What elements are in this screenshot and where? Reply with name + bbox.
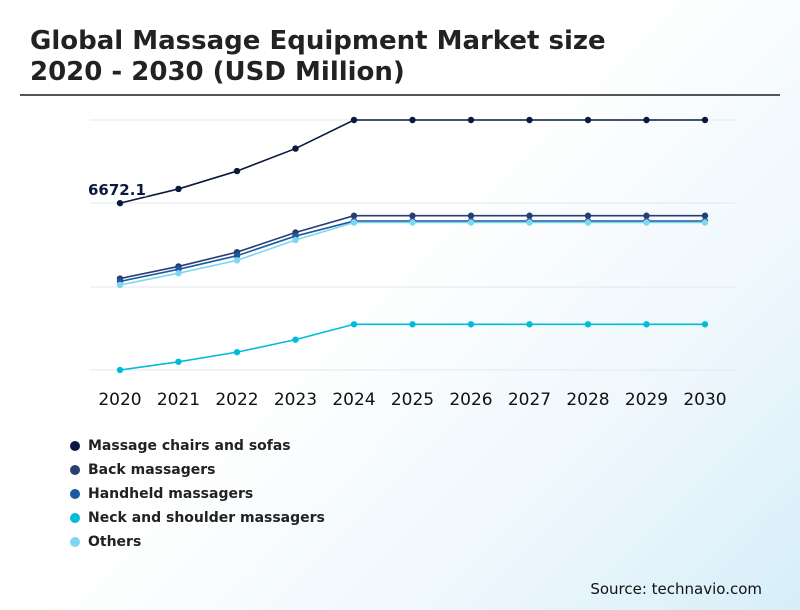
data-point <box>350 116 358 124</box>
data-point <box>409 321 416 328</box>
chart-title-line2: 2020 - 2030 (USD Million) <box>30 57 405 87</box>
data-point <box>643 321 650 328</box>
data-point <box>467 219 475 226</box>
data-point <box>175 358 182 365</box>
data-point <box>701 321 709 328</box>
source-label: Source: technavio.com <box>590 580 762 598</box>
legend-marker <box>70 441 80 451</box>
legend-item: Handheld massagers <box>70 482 325 506</box>
legend-item: Neck and shoulder massagers <box>70 506 325 530</box>
data-point <box>643 212 650 219</box>
legend-label: Massage chairs and sofas <box>88 438 291 454</box>
legend-label: Neck and shoulder massagers <box>88 510 325 526</box>
data-point <box>526 116 533 124</box>
series-line <box>119 119 705 204</box>
legend-label: Others <box>88 534 142 550</box>
data-point <box>233 252 241 259</box>
data-point <box>409 219 416 226</box>
data-point <box>350 219 358 226</box>
legend-item: Massage chairs and sofas <box>70 434 325 458</box>
x-tick-label: 2028 <box>566 390 609 410</box>
data-point <box>584 321 592 328</box>
data-point <box>175 185 182 193</box>
legend-marker <box>70 465 80 475</box>
data-point <box>233 348 241 356</box>
legend-marker <box>70 537 80 547</box>
data-point <box>467 321 475 328</box>
data-point <box>584 116 592 124</box>
line-chart: 2020 2021 2022 2023 2024 2025 2026 2027 2028 2029… <box>87 116 735 410</box>
legend-item: Back massagers <box>70 458 325 482</box>
chart-title: Global Massage Equipment Market size 202… <box>30 26 770 88</box>
x-tick-label: 2025 <box>391 390 434 410</box>
legend-item: Others <box>70 530 325 554</box>
data-point <box>233 167 241 175</box>
data-point <box>409 212 416 219</box>
data-point <box>701 212 709 219</box>
x-tick-label: 2021 <box>157 390 200 410</box>
data-point <box>292 236 299 244</box>
data-point <box>350 321 358 328</box>
data-point <box>526 219 533 226</box>
data-point <box>467 116 475 124</box>
x-tick-label: 2030 <box>683 390 726 410</box>
data-point <box>116 281 124 289</box>
series-line <box>119 220 705 283</box>
legend-label: Back massagers <box>88 462 216 478</box>
data-point <box>584 219 592 226</box>
series-line <box>119 221 705 286</box>
x-tick-label: 2020 <box>98 390 141 410</box>
data-point <box>584 212 592 219</box>
data-point <box>526 212 533 219</box>
data-point <box>701 219 709 226</box>
data-point <box>467 212 475 219</box>
data-point <box>643 219 650 226</box>
legend-marker <box>70 513 80 523</box>
series-line <box>119 323 705 371</box>
data-point <box>116 199 124 207</box>
legend-label: Handheld massagers <box>88 486 254 502</box>
data-point <box>116 366 124 374</box>
data-point <box>292 336 299 343</box>
data-point <box>643 116 650 124</box>
x-tick-label: 2026 <box>449 390 492 410</box>
data-point <box>233 257 241 264</box>
data-point <box>292 145 299 152</box>
legend-marker <box>70 489 80 499</box>
x-tick-label: 2023 <box>274 390 317 410</box>
chart-title-line1: Global Massage Equipment Market size <box>30 26 606 56</box>
data-label: 6672.1 <box>88 181 146 199</box>
chart-legend: Massage chairs and sofas Back massagers Ha… <box>70 434 325 554</box>
title-divider <box>20 94 780 96</box>
data-point <box>350 212 358 219</box>
data-point <box>526 321 533 328</box>
data-point <box>409 116 416 124</box>
x-tick-label: 2024 <box>332 390 375 410</box>
x-tick-label: 2029 <box>625 390 668 410</box>
data-point <box>701 116 709 124</box>
x-tick-label: 2022 <box>215 390 258 410</box>
x-tick-label: 2027 <box>508 390 551 410</box>
data-point <box>175 270 182 277</box>
